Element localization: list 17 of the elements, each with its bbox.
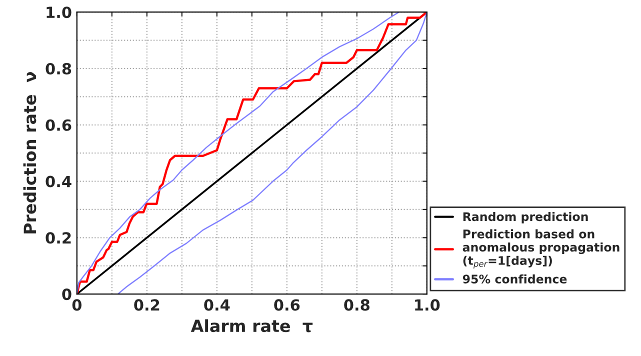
legend-label: Prediction based on anomalous propagation (t$_{per}$=1[days]) bbox=[462, 229, 620, 268]
x-tick-label: 0.8 bbox=[344, 299, 370, 311]
y-tick-label: 0.2 bbox=[46, 232, 71, 244]
x-axis-title: Alarm rate τ bbox=[190, 319, 313, 332]
y-tick-label: 0.4 bbox=[46, 176, 72, 188]
y-tick-label: 0.6 bbox=[46, 119, 72, 131]
x-tick-label: 0.6 bbox=[274, 299, 300, 311]
x-tick-label: 0.4 bbox=[204, 299, 230, 311]
x-tick-label: 1.0 bbox=[415, 299, 440, 311]
legend-label: 95% confidence bbox=[462, 274, 567, 284]
x-tick-label: 0 bbox=[72, 299, 82, 311]
legend-label: Random prediction bbox=[463, 212, 588, 224]
y-tick-label: 1.0 bbox=[46, 6, 72, 18]
y-axis-title: Prediction rate ν bbox=[23, 72, 36, 234]
y-tick-label: 0 bbox=[62, 288, 72, 300]
x-tick-label: 0.2 bbox=[134, 299, 160, 311]
y-tick-label: 0.8 bbox=[46, 62, 72, 75]
